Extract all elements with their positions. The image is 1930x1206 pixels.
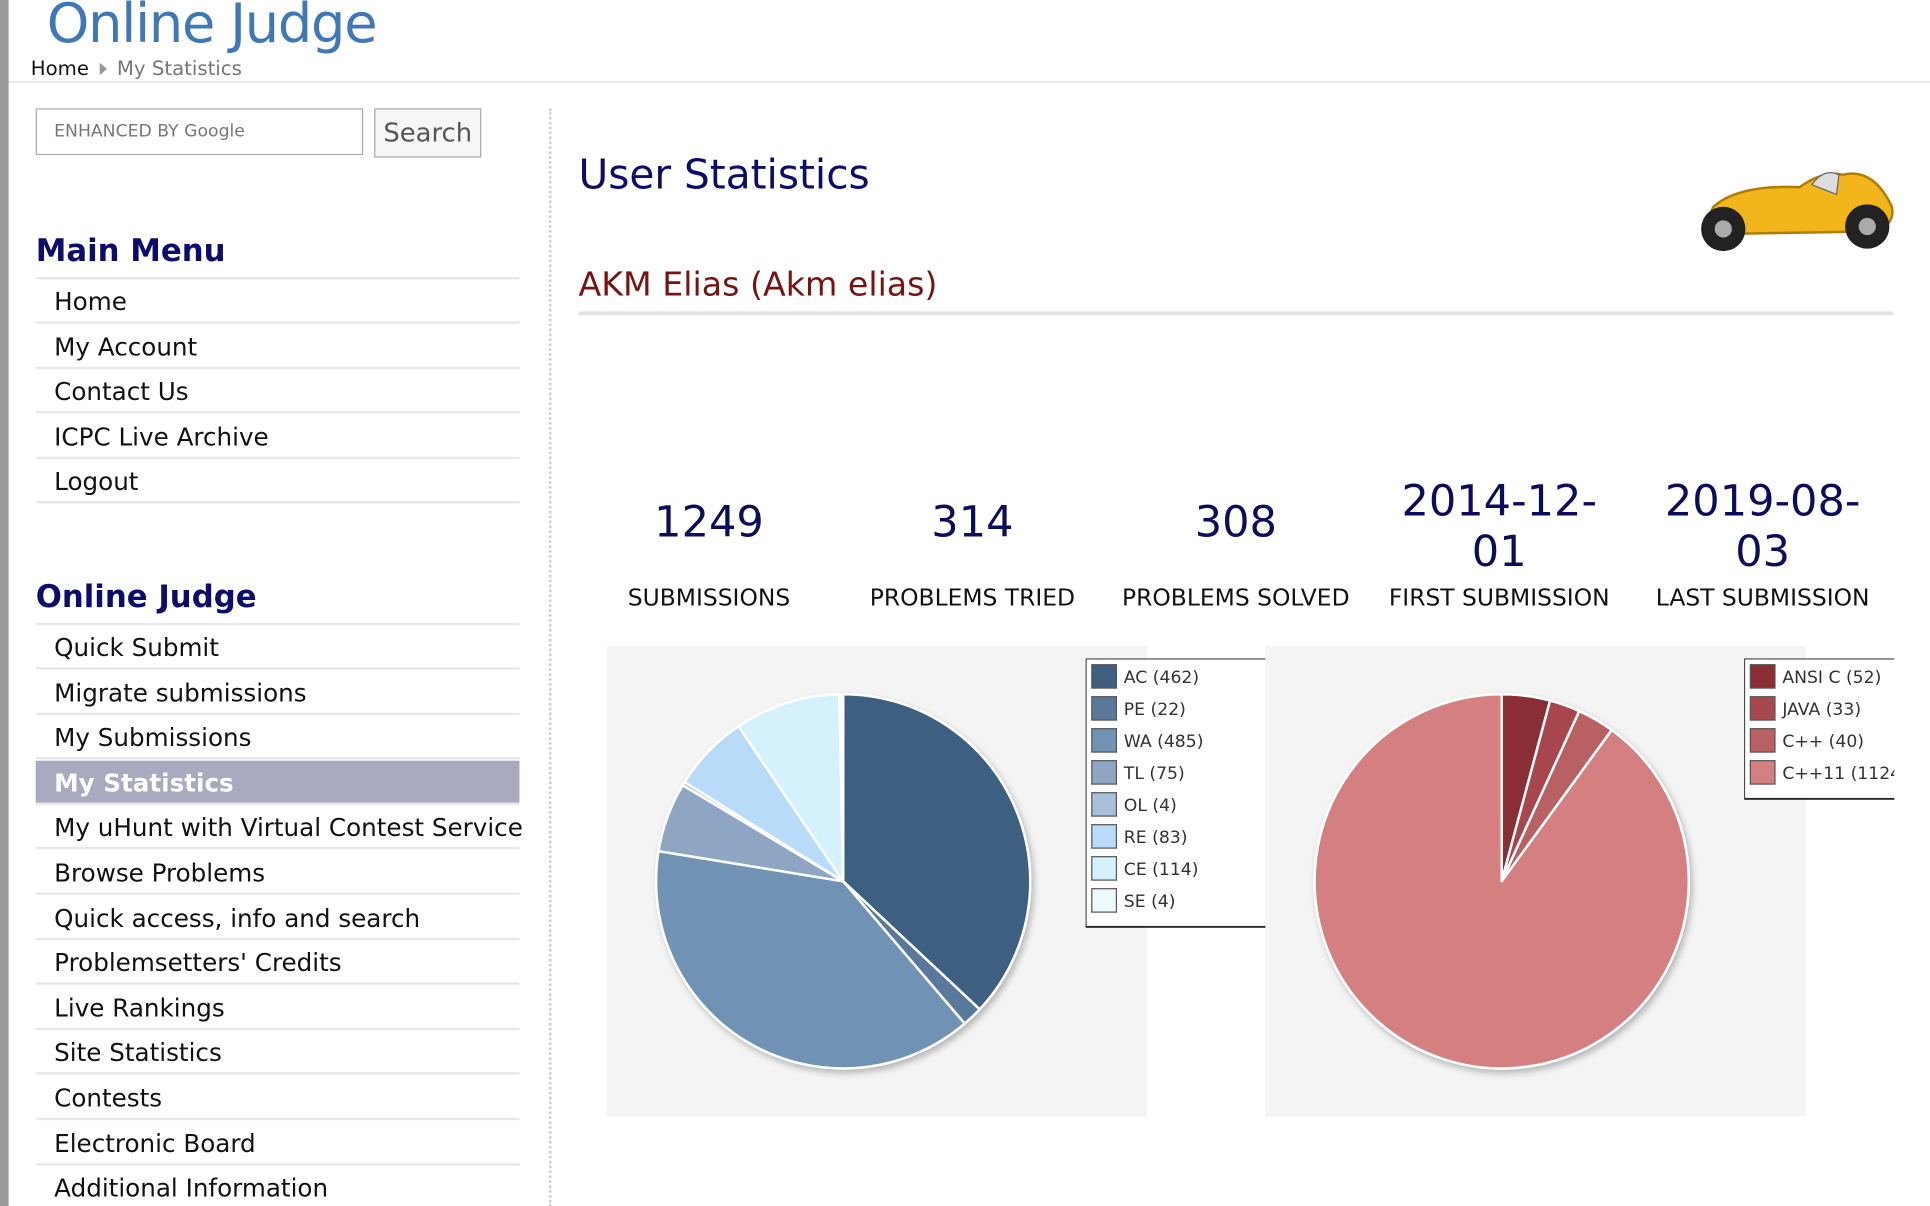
menu-item[interactable]: ICPC Live Archive (35, 415, 520, 459)
menu-item[interactable]: Additional Information (36, 1166, 520, 1206)
legend-box (1085, 658, 1276, 928)
legend-label: WA (485) (1124, 732, 1204, 752)
legend-label: ANSI C (52) (1782, 668, 1881, 688)
stat-label: FIRST SUBMISSION (1388, 584, 1610, 612)
menu-item[interactable]: Live Rankings (35, 986, 520, 1031)
search-button[interactable]: Search (374, 108, 482, 158)
legend-swatch (1091, 856, 1118, 881)
legend-swatch (1749, 760, 1776, 785)
pie-slice (841, 692, 1032, 1011)
menu-title: Online Judge (35, 578, 257, 615)
pie (1313, 692, 1690, 1070)
legend-swatch (1091, 888, 1118, 913)
stat-column: 2019-08-03 (1640, 478, 1886, 579)
legend-swatch (1091, 728, 1118, 753)
legend-swatch (1091, 792, 1118, 817)
breadcrumb-current: My Statistics (116, 56, 242, 81)
menu-item[interactable]: My Account (35, 324, 520, 369)
pie-slice (737, 693, 845, 883)
stat-column: 1249 (586, 499, 832, 549)
legend-swatch (1749, 664, 1776, 689)
user-name: AKM Elias (Akm elias) (578, 265, 938, 305)
stat-column: 308 (1113, 499, 1359, 549)
stat-label: LAST SUBMISSION (1655, 584, 1870, 612)
stat-column: 2014-12-01 (1376, 478, 1622, 579)
breadcrumb-home[interactable]: Home (30, 56, 89, 81)
legend-label: AC (462) (1124, 668, 1199, 688)
legend-label: C++11 (1124) (1782, 764, 1908, 784)
legend: ANSI C (52) JAVA (33) C++ (40) C++11 (1124) (1744, 658, 1908, 800)
menu-item[interactable]: Quick access, info and search (35, 896, 520, 940)
menu-item[interactable]: Contests (35, 1076, 520, 1121)
legend-swatch (1091, 760, 1118, 785)
header-rule (8, 81, 1930, 83)
menu-item[interactable]: My Statistics (35, 760, 520, 805)
breadcrumb-arrow (99, 62, 108, 76)
menu-item[interactable]: Problemsetters' Credits (35, 941, 520, 985)
menu-item[interactable]: Quick Submit (35, 625, 520, 670)
menu-item[interactable]: My uHunt with Virtual Contest Service (35, 805, 523, 850)
user-rule (578, 311, 1894, 316)
menu-rule (35, 276, 520, 280)
menu-title: Main Menu (35, 232, 226, 269)
stat-label: PROBLEMS SOLVED (1122, 584, 1350, 612)
menu-item[interactable]: Logout (35, 460, 520, 504)
legend-swatch (1749, 728, 1776, 753)
menu-item[interactable]: My Submissions (35, 715, 520, 760)
search-input[interactable]: ENHANCED BY Google (35, 108, 364, 156)
pie-slice (654, 849, 966, 1070)
stat-value: 2019-08-03 (1664, 477, 1861, 578)
legend-swatch (1749, 696, 1776, 721)
stat-column: 314 (849, 499, 1095, 549)
pie-slice (1313, 692, 1690, 1070)
legend-swatch (1091, 696, 1118, 721)
page-title: User Statistics (578, 150, 870, 199)
pie-slice (838, 692, 845, 883)
menu-item[interactable]: Site Statistics (35, 1031, 520, 1076)
stat-value: 2014-12-01 (1401, 477, 1598, 578)
menu-item[interactable]: Home (35, 279, 520, 324)
car-icon (1701, 172, 1894, 252)
stat-value: 314 (931, 498, 1014, 548)
legend-label: TL (75) (1123, 764, 1185, 784)
window-edge (0, 0, 9, 1206)
legend-label: C++ (40) (1782, 732, 1864, 752)
legend-label: RE (83) (1124, 828, 1188, 848)
menu-item[interactable]: Contact Us (35, 370, 520, 414)
stat-label: SUBMISSIONS (627, 584, 791, 612)
legend-label: CE (114) (1124, 860, 1199, 880)
menu-item[interactable]: Migrate submissions (35, 670, 520, 715)
legend-label: PE (22) (1124, 700, 1186, 720)
legend-swatch (1091, 664, 1118, 689)
logo[interactable]: Online Judge (46, 0, 378, 56)
menu-item[interactable]: Browse Problems (35, 851, 520, 895)
stat-label: PROBLEMS TRIED (869, 584, 1076, 612)
menu-item[interactable]: Electronic Board (35, 1121, 520, 1166)
legend-label: JAVA (33) (1781, 700, 1861, 720)
stat-value: 1249 (654, 498, 764, 548)
legend: AC (462) PE (22) WA (485) TL (75) OL (4) RE (… (1085, 658, 1276, 928)
menu-rule (35, 622, 520, 626)
legend-label: OL (4) (1124, 796, 1177, 816)
sidebar-divider (548, 108, 552, 1206)
legend-swatch (1091, 824, 1118, 849)
legend-label: SE (4) (1124, 892, 1176, 912)
stat-value: 308 (1194, 498, 1277, 548)
pie (654, 692, 1032, 1070)
